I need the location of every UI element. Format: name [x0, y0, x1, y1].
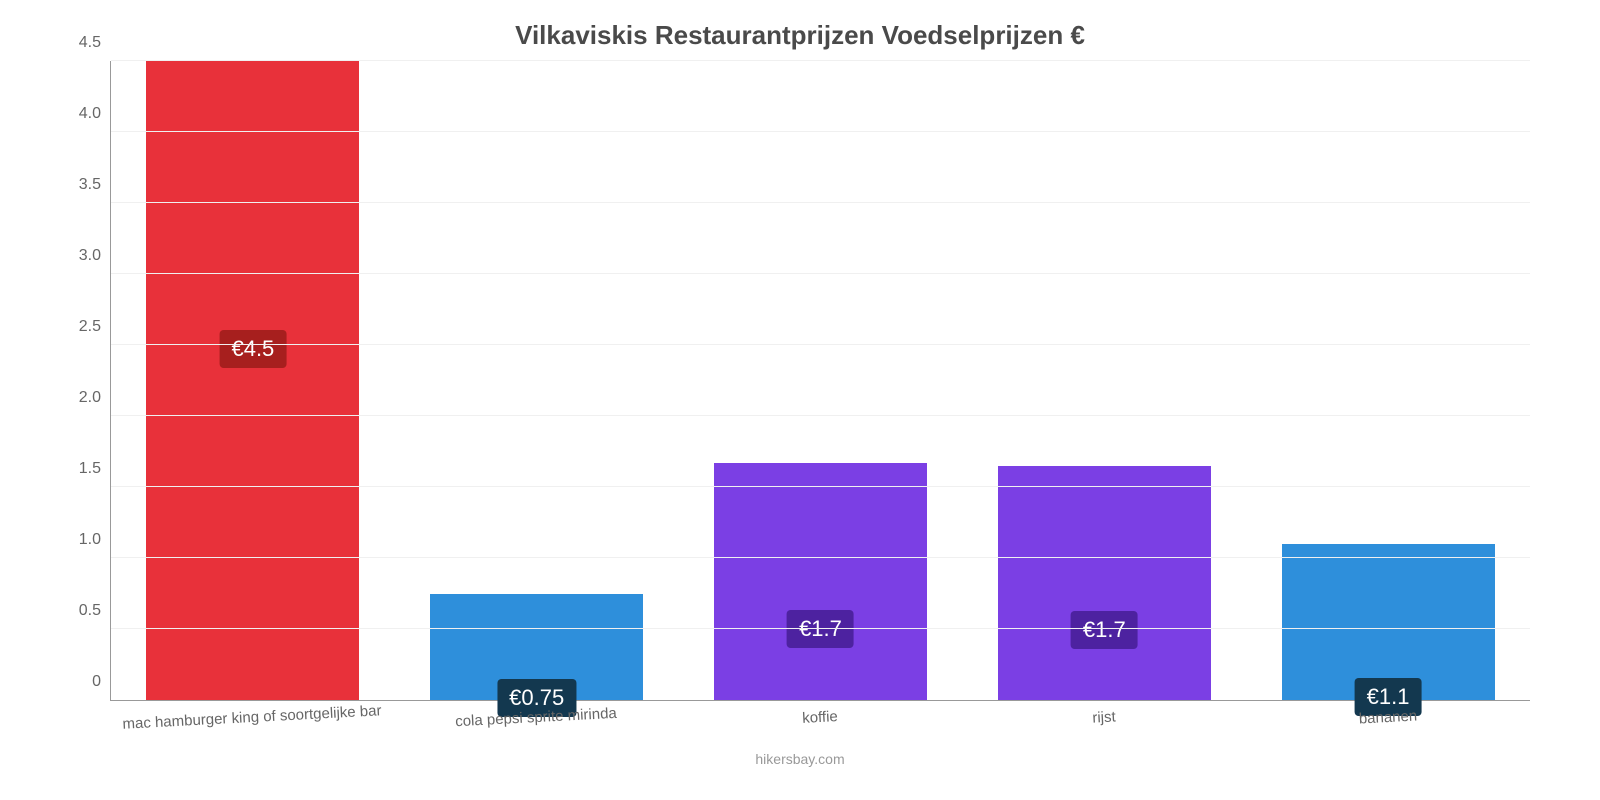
bar-slot: €1.1: [1246, 61, 1530, 700]
gridline: [111, 557, 1530, 558]
gridline: [111, 486, 1530, 487]
bar-value-label: €1.7: [1071, 611, 1138, 649]
chart-container: Vilkaviskis Restaurantprijzen Voedselpri…: [50, 20, 1550, 780]
bar-slot: €1.7: [962, 61, 1246, 700]
gridline: [111, 273, 1530, 274]
bar: €0.75: [430, 594, 643, 701]
bars-area: €4.5 €0.75 €1.7 €1.7 €1.1: [111, 61, 1530, 700]
gridline: [111, 131, 1530, 132]
chart-title: Vilkaviskis Restaurantprijzen Voedselpri…: [50, 20, 1550, 51]
y-tick-label: 0: [92, 673, 111, 691]
y-tick-label: 4.5: [79, 34, 111, 52]
y-tick-label: 2.5: [79, 318, 111, 336]
x-axis-labels: mac hamburger king of soortgelijke barco…: [110, 709, 1530, 726]
y-tick-label: 4.0: [79, 105, 111, 123]
y-tick-label: 3.5: [79, 176, 111, 194]
bar: €1.1: [1282, 544, 1495, 700]
bar: €1.7: [714, 463, 927, 700]
y-tick-label: 3.0: [79, 247, 111, 265]
y-tick-label: 1.0: [79, 531, 111, 549]
gridline: [111, 60, 1530, 61]
gridline: [111, 344, 1530, 345]
bar: €1.7: [998, 466, 1211, 700]
y-tick-label: 2.0: [79, 389, 111, 407]
x-tick-label: koffie: [678, 702, 963, 734]
attribution-text: hikersbay.com: [50, 751, 1550, 767]
gridline: [111, 202, 1530, 203]
x-tick-label: rijst: [962, 702, 1247, 734]
bar-value-label: €4.5: [219, 330, 286, 368]
plot-area: €4.5€0.75€1.7€1.7€1.1 00.51.01.52.02.53.…: [110, 61, 1530, 701]
gridline: [111, 415, 1530, 416]
bar-slot: €1.7: [679, 61, 963, 700]
bar: €4.5: [146, 61, 359, 700]
bar-slot: €0.75: [395, 61, 679, 700]
gridline: [111, 628, 1530, 629]
y-tick-label: 0.5: [79, 602, 111, 620]
x-tick-label: mac hamburger king of soortgelijke bar: [110, 702, 395, 734]
bar-slot: €4.5: [111, 61, 395, 700]
y-tick-label: 1.5: [79, 460, 111, 478]
